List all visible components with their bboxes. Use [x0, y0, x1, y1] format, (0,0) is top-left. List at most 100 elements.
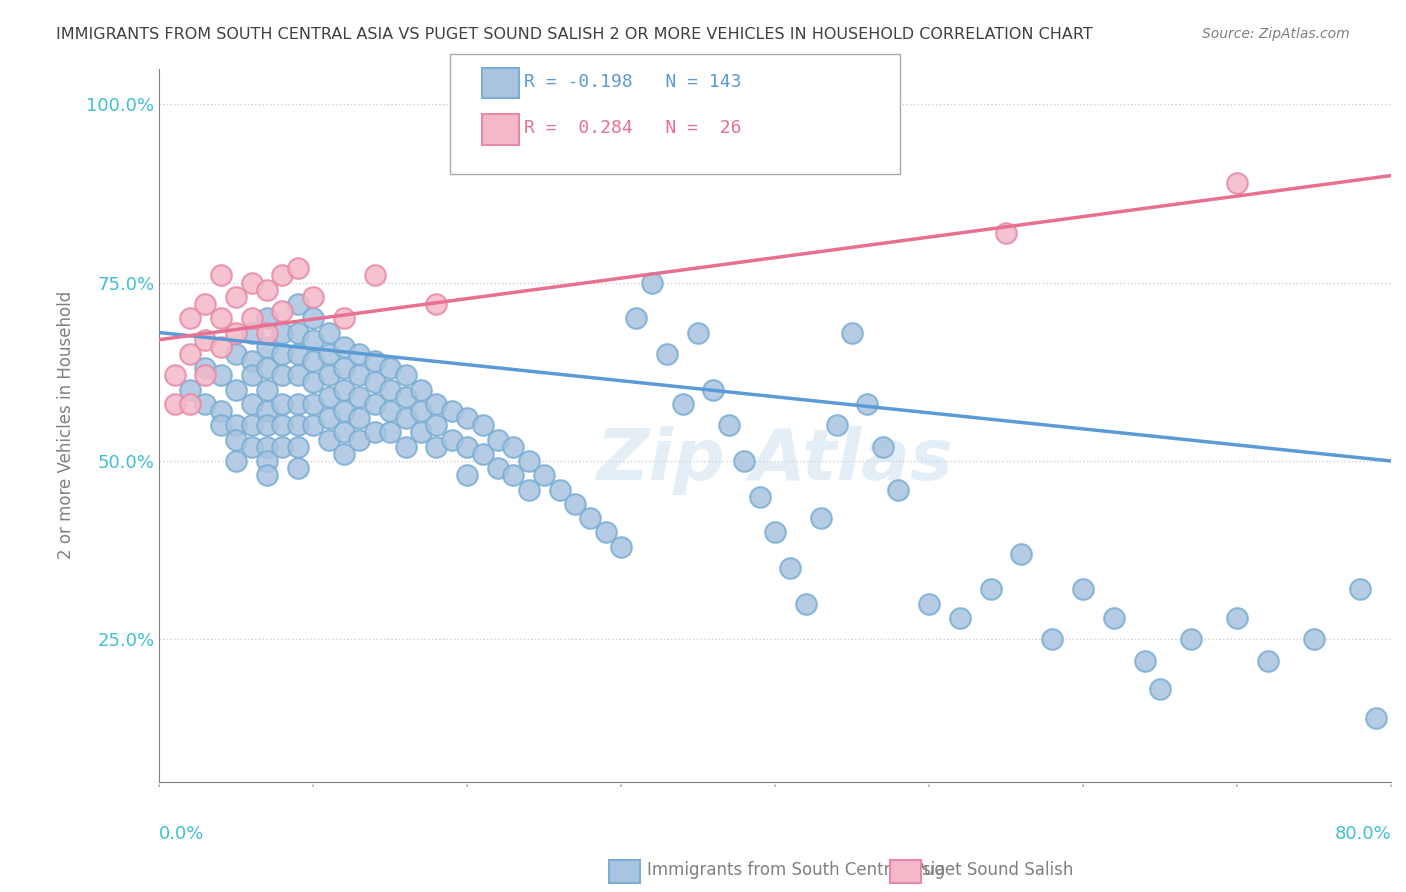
Point: [949, 611, 972, 625]
Point: [287, 326, 309, 340]
Point: [225, 433, 247, 447]
Point: [302, 333, 325, 347]
Point: [240, 326, 263, 340]
Point: [856, 397, 879, 411]
Point: [1364, 711, 1386, 725]
Point: [240, 368, 263, 383]
Point: [318, 347, 340, 361]
Point: [1102, 611, 1125, 625]
Point: [841, 326, 863, 340]
Point: [517, 483, 540, 497]
Point: [378, 361, 401, 376]
Point: [486, 461, 509, 475]
Point: [456, 468, 478, 483]
Text: Immigrants from South Central Asia: Immigrants from South Central Asia: [647, 861, 945, 879]
Point: [318, 390, 340, 404]
Point: [179, 397, 201, 411]
Point: [271, 440, 294, 454]
Point: [533, 468, 555, 483]
Point: [240, 397, 263, 411]
Point: [256, 383, 278, 397]
Point: [440, 404, 463, 418]
Text: Puget Sound Salish: Puget Sound Salish: [914, 861, 1073, 879]
Point: [209, 340, 232, 354]
Point: [225, 454, 247, 468]
Point: [918, 597, 941, 611]
Text: R =  0.284   N =  26: R = 0.284 N = 26: [524, 120, 742, 137]
Point: [579, 511, 602, 525]
Text: R = -0.198   N = 143: R = -0.198 N = 143: [524, 73, 742, 91]
Point: [1303, 632, 1326, 647]
Point: [256, 361, 278, 376]
Point: [364, 376, 387, 390]
Point: [394, 440, 416, 454]
Point: [209, 368, 232, 383]
Point: [887, 483, 910, 497]
Point: [225, 347, 247, 361]
Point: [194, 368, 217, 383]
Point: [595, 525, 617, 540]
Point: [394, 411, 416, 425]
Point: [179, 347, 201, 361]
Point: [564, 497, 586, 511]
Point: [302, 397, 325, 411]
Point: [256, 404, 278, 418]
Point: [333, 425, 356, 440]
Point: [240, 418, 263, 433]
Point: [302, 376, 325, 390]
Point: [995, 226, 1018, 240]
Point: [318, 433, 340, 447]
Point: [626, 311, 648, 326]
Point: [194, 397, 217, 411]
Point: [672, 397, 695, 411]
Point: [1071, 582, 1094, 597]
Point: [333, 311, 356, 326]
Point: [179, 311, 201, 326]
Point: [794, 597, 817, 611]
Point: [271, 397, 294, 411]
Point: [1348, 582, 1371, 597]
Point: [349, 368, 371, 383]
Point: [717, 418, 740, 433]
Point: [271, 347, 294, 361]
Point: [163, 397, 186, 411]
Point: [825, 418, 848, 433]
Point: [271, 268, 294, 283]
Point: [287, 397, 309, 411]
Point: [225, 290, 247, 304]
Point: [548, 483, 571, 497]
Point: [733, 454, 755, 468]
Point: [980, 582, 1002, 597]
Text: 0.0%: 0.0%: [159, 825, 204, 843]
Text: IMMIGRANTS FROM SOUTH CENTRAL ASIA VS PUGET SOUND SALISH 2 OR MORE VEHICLES IN H: IMMIGRANTS FROM SOUTH CENTRAL ASIA VS PU…: [56, 27, 1092, 42]
Point: [641, 276, 664, 290]
Point: [349, 411, 371, 425]
Point: [394, 368, 416, 383]
Point: [302, 354, 325, 368]
Point: [256, 311, 278, 326]
Point: [378, 425, 401, 440]
Point: [179, 383, 201, 397]
Point: [409, 404, 432, 418]
Point: [657, 347, 679, 361]
Point: [256, 454, 278, 468]
Point: [1226, 611, 1249, 625]
Text: 80.0%: 80.0%: [1334, 825, 1391, 843]
Point: [287, 347, 309, 361]
Point: [349, 347, 371, 361]
Point: [256, 468, 278, 483]
Point: [486, 433, 509, 447]
Point: [240, 311, 263, 326]
Point: [779, 561, 801, 575]
Point: [456, 440, 478, 454]
Point: [349, 390, 371, 404]
Point: [256, 340, 278, 354]
Point: [240, 440, 263, 454]
Point: [425, 418, 447, 433]
Point: [456, 411, 478, 425]
Point: [287, 261, 309, 276]
Point: [194, 297, 217, 311]
Point: [209, 268, 232, 283]
Point: [425, 397, 447, 411]
Point: [240, 354, 263, 368]
